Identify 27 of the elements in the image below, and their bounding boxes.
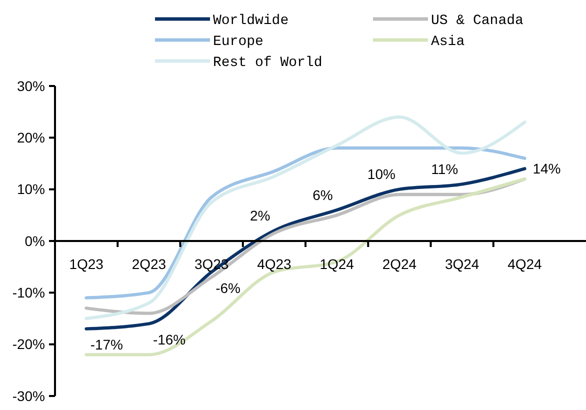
legend-label: Rest of World [213,55,322,71]
data-label: -16% [152,332,186,348]
y-tick-label: -10% [12,284,45,301]
data-label: 11% [431,161,458,178]
x-tick-label: 4Q24 [508,256,542,272]
y-tick-label: 30% [16,78,45,94]
x-tick-label: 2Q24 [382,256,417,272]
data-label: 2% [250,208,270,224]
y-tick-label: 20% [16,130,45,146]
x-tick-label: 4Q23 [257,256,292,272]
y-tick-label: 10% [16,181,45,198]
data-label: 6% [312,186,333,203]
y-tick-label: -30% [12,388,45,404]
legend-label: Asia [431,34,465,50]
legend-label: Europe [213,34,264,50]
data-label: 14% [532,160,561,177]
x-tick-label: 3Q24 [444,256,480,272]
data-label: 10% [367,166,396,182]
x-tick-label: 1Q24 [320,256,354,272]
y-tick-label: 0% [24,232,45,249]
legend-label: US & Canada [431,13,524,29]
data-label: -17% [90,336,123,353]
legend-label: Worldwide [213,13,289,29]
x-tick-label: 1Q23 [69,256,104,272]
data-label: -6% [216,280,240,296]
x-tick-label: 2Q23 [132,256,166,272]
y-tick-label: -20% [12,336,45,352]
